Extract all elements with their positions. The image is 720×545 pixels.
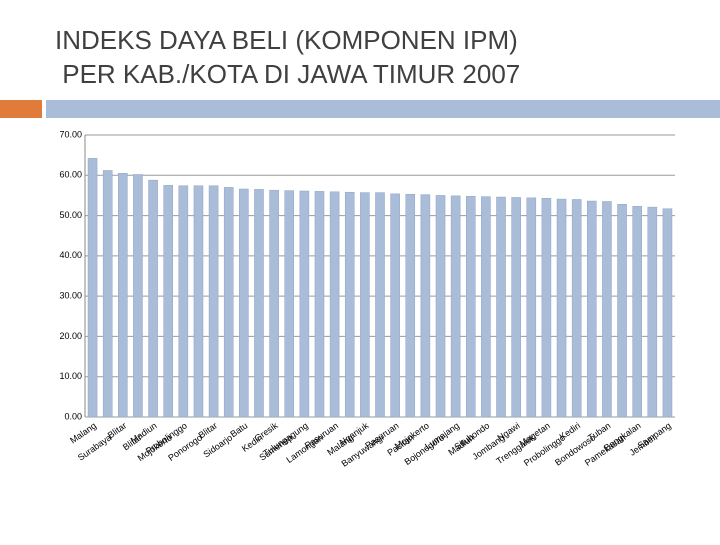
bar bbox=[481, 196, 491, 418]
y-tick-label: 10.00 bbox=[59, 371, 82, 381]
bar bbox=[450, 195, 461, 418]
y-tick-label: 60.00 bbox=[59, 170, 82, 180]
bar bbox=[632, 206, 642, 418]
bar bbox=[511, 197, 521, 418]
bar bbox=[344, 191, 355, 418]
bar bbox=[360, 192, 370, 418]
bar bbox=[208, 185, 219, 418]
bar bbox=[102, 170, 113, 418]
bar bbox=[602, 201, 612, 418]
bar bbox=[647, 206, 658, 418]
x-tick-label: Blitar bbox=[197, 420, 220, 440]
bar bbox=[556, 198, 567, 418]
bar bbox=[587, 200, 597, 418]
bar bbox=[496, 196, 506, 418]
bar bbox=[269, 189, 279, 418]
bar bbox=[87, 158, 98, 418]
bar bbox=[571, 199, 582, 418]
x-tick-label: Blitar bbox=[106, 420, 129, 440]
bar bbox=[254, 189, 264, 418]
bar bbox=[193, 185, 204, 418]
bar bbox=[420, 194, 431, 418]
bar bbox=[223, 187, 234, 418]
y-tick-label: 70.00 bbox=[59, 129, 82, 139]
bar bbox=[133, 174, 143, 418]
bar bbox=[178, 185, 189, 418]
bar bbox=[118, 173, 128, 418]
y-tick-label: 30.00 bbox=[59, 291, 82, 301]
bar bbox=[662, 208, 673, 418]
bar bbox=[299, 190, 310, 418]
bar bbox=[405, 193, 416, 418]
bar bbox=[541, 197, 552, 418]
chart-title: PER KAB./KOTA DI JAWA TIMUR 2007 bbox=[55, 59, 520, 89]
decor-blue bbox=[46, 100, 720, 118]
y-tick-label: 0.00 bbox=[64, 411, 82, 421]
bar bbox=[435, 195, 446, 418]
x-tick-label: Kediri bbox=[558, 420, 583, 441]
chart-title: INDEKS DAYA BELI (KOMPONEN IPM) bbox=[55, 25, 518, 55]
bar bbox=[314, 191, 325, 418]
bar bbox=[239, 188, 249, 418]
y-tick-label: 50.00 bbox=[59, 210, 82, 220]
bar bbox=[390, 193, 400, 418]
x-tick-label: Sampang bbox=[636, 420, 673, 450]
y-tick-label: 20.00 bbox=[59, 331, 82, 341]
bar bbox=[329, 191, 340, 418]
bar bbox=[163, 185, 173, 418]
bar bbox=[617, 204, 627, 418]
x-tick-label: Batu bbox=[228, 420, 249, 439]
decor-orange bbox=[0, 100, 42, 118]
y-tick-label: 40.00 bbox=[59, 250, 82, 260]
bar bbox=[148, 179, 158, 418]
bar bbox=[526, 197, 537, 418]
bar bbox=[284, 190, 295, 418]
bar bbox=[465, 195, 476, 418]
bar bbox=[375, 192, 385, 418]
